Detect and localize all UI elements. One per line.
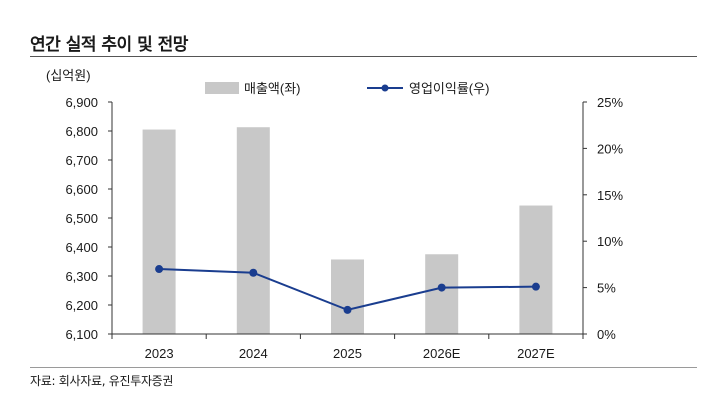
left-tick-label: 6,300 <box>65 269 98 284</box>
left-tick-label: 6,900 <box>65 95 98 110</box>
bar-2024 <box>236 127 270 334</box>
line-point-2025 <box>343 305 352 314</box>
bar-2023 <box>142 129 176 334</box>
legend: 매출액(좌) 영업이익률(우) <box>205 81 489 96</box>
right-tick-label: 15% <box>597 188 623 203</box>
legend-line-label: 영업이익률(우) <box>409 81 489 96</box>
chart-title: 연간 실적 추이 및 전망 <box>30 35 188 55</box>
x-axis-ticks: 2023 2024 2025 2026E 2027E <box>111 334 584 361</box>
right-tick-label: 5% <box>597 281 616 296</box>
bar-2025 <box>331 259 364 334</box>
right-axis-ticks: 0% 5% 10% 15% 20% 25% <box>583 95 623 342</box>
right-tick-label: 20% <box>597 141 623 156</box>
x-tick-label: 2023 <box>145 346 174 361</box>
legend-bar-label: 매출액(좌) <box>244 81 301 96</box>
x-tick-label: 2026E <box>423 346 461 361</box>
bar-series <box>142 127 553 334</box>
left-tick-label: 6,700 <box>65 153 98 168</box>
x-tick-label: 2024 <box>239 346 268 361</box>
left-tick-label: 6,800 <box>65 124 98 139</box>
source-note: 자료: 회사자료, 유진투자증권 <box>30 374 174 388</box>
line-series <box>155 265 540 314</box>
legend-bar-swatch <box>205 82 239 94</box>
line-point-2026E <box>437 283 446 292</box>
legend-line-marker <box>381 84 389 92</box>
left-tick-label: 6,200 <box>65 298 98 313</box>
left-tick-label: 6,100 <box>65 327 98 342</box>
chart: (십억원) 매출액(좌) 영업이익률(우) 6,100 6,200 6,300 6,4… <box>46 68 623 361</box>
line-point-2024 <box>249 268 258 277</box>
title-divider <box>30 56 697 57</box>
footer-divider <box>30 367 697 368</box>
left-tick-label: 6,400 <box>65 240 98 255</box>
right-tick-label: 10% <box>597 234 623 249</box>
left-tick-label: 6,600 <box>65 182 98 197</box>
bar-2026E <box>425 254 459 334</box>
left-axis-unit: (십억원) <box>46 68 91 83</box>
line-point-2027E <box>531 282 540 291</box>
x-tick-label: 2025 <box>333 346 362 361</box>
left-axis-ticks: 6,100 6,200 6,300 6,400 6,500 6,600 6,700 6,800… <box>65 95 112 342</box>
x-tick-label: 2027E <box>517 346 555 361</box>
bar-2027E <box>519 205 553 334</box>
line-point-2023 <box>155 265 164 274</box>
right-tick-label: 25% <box>597 95 623 110</box>
left-tick-label: 6,500 <box>65 211 98 226</box>
right-tick-label: 0% <box>597 327 616 342</box>
